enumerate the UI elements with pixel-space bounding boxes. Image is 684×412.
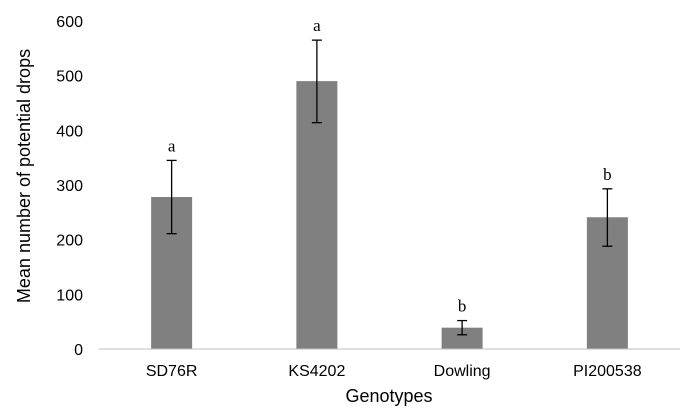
x-tick-label: PI200538 — [573, 363, 642, 380]
y-tick-label: 500 — [56, 69, 83, 86]
y-tick-label: 300 — [56, 178, 83, 195]
y-tick-label: 100 — [56, 287, 83, 304]
significance-letter: b — [458, 297, 467, 316]
y-axis-title: Mean number of potential drops — [14, 49, 34, 303]
x-tick-label: KS4202 — [288, 363, 345, 380]
significance-letter: a — [168, 136, 176, 155]
significance-letter: b — [603, 165, 612, 184]
x-axis-title: Genotypes — [345, 386, 432, 406]
y-tick-label: 400 — [56, 123, 83, 140]
x-tick-label: Dowling — [434, 363, 491, 380]
y-tick-label: 600 — [56, 14, 83, 31]
x-tick-label: SD76R — [146, 363, 198, 380]
y-tick-label: 200 — [56, 233, 83, 250]
significance-letter: a — [313, 16, 321, 35]
bar — [441, 327, 483, 349]
bar — [296, 81, 338, 349]
y-tick-label: 0 — [74, 342, 83, 359]
